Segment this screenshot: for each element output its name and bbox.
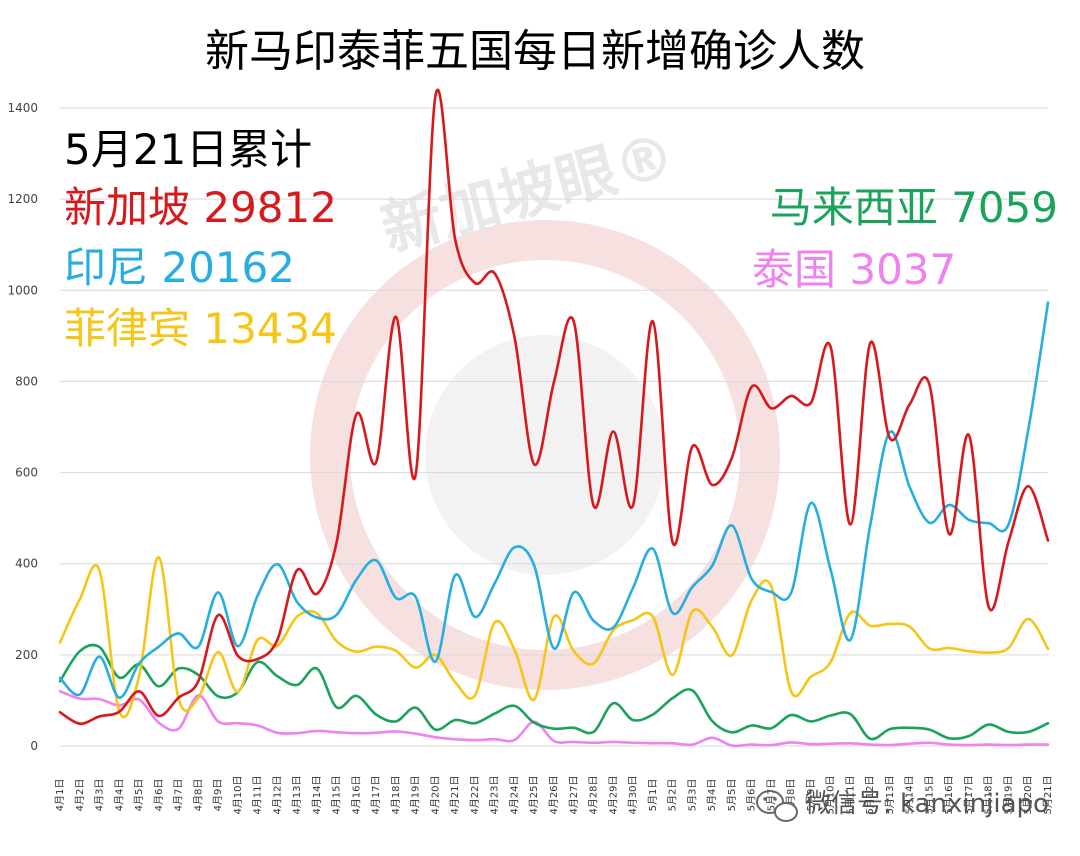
y-axis-ticks: 0 200 400 600 800 1000 1200 1400 [7,101,38,753]
x-tick-label: 5月7日 [765,779,777,812]
x-tick-label: 4月23日 [489,775,501,814]
x-tick-label: 4月10日 [232,775,244,814]
y-tick-label: 1200 [7,192,38,206]
x-tick-label: 4月7日 [173,779,185,812]
x-tick-label: 4月13日 [291,775,303,814]
x-tick-label: 4月30日 [627,775,639,814]
x-tick-label: 4月21日 [449,775,461,814]
x-tick-label: 4月19日 [410,775,422,814]
x-tick-label: 4月24日 [508,775,520,814]
total-philippines: 菲律宾 13434 [64,304,337,353]
total-singapore: 新加坡 29812 [64,183,337,232]
x-tick-label: 5月4日 [706,779,718,812]
y-tick-label: 800 [15,374,38,388]
x-tick-label: 4月28日 [588,775,600,814]
x-tick-label: 4月26日 [548,775,560,814]
totals-heading: 5月21日累计 [64,125,312,174]
series-line-philippines [58,555,1050,719]
x-tick-label: 5月6日 [746,779,758,812]
totals-annotation: 5月21日累计 新加坡 29812 印尼 20162 菲律宾 13434 马来西… [64,125,1058,353]
x-tick-label: 5月12日 [864,775,876,814]
x-tick-label: 5月5日 [726,779,738,812]
x-tick-label: 4月9日 [212,779,224,812]
x-tick-label: 5月3日 [686,779,698,812]
x-tick-label: 4月17日 [370,775,382,814]
x-tick-label: 5月2日 [667,779,679,812]
x-tick-label: 4月2日 [74,779,86,812]
x-tick-label: 4月27日 [568,775,580,814]
series-line-singapore [58,88,1050,726]
x-tick-label: 4月20日 [429,775,441,814]
chart-title: 新马印泰菲五国每日新增确诊人数 [205,26,865,77]
series-line-indonesia [58,301,1050,699]
x-tick-label: 4月12日 [271,775,283,814]
x-tick-label: 4月29日 [607,775,619,814]
series-lines [58,88,1050,748]
x-tick-label: 4月6日 [153,779,165,812]
wechat-icon [756,790,798,822]
x-tick-label: 5月15日 [923,775,935,814]
y-tick-label: 1000 [7,283,38,297]
series-line-malaysia [58,643,1050,741]
x-tick-label: 5月16日 [943,775,955,814]
x-tick-label: 5月1日 [647,779,659,812]
x-tick-label: 4月5日 [133,779,145,812]
total-thailand: 泰国 3037 [752,245,956,294]
x-tick-label: 5月13日 [884,775,896,814]
x-tick-label: 4月4日 [113,779,125,812]
x-tick-label: 4月25日 [528,775,540,814]
x-tick-label: 5月9日 [805,779,817,812]
x-tick-label: 4月22日 [469,775,481,814]
x-tick-label: 4月11日 [252,775,264,814]
x-tick-label: 4月15日 [331,775,343,814]
watermark-center [425,335,665,575]
x-tick-label: 5月20日 [1022,775,1034,814]
x-tick-label: 5月10日 [825,775,837,814]
series-line-thailand [58,690,1050,748]
x-tick-label: 4月16日 [350,775,362,814]
total-indonesia: 印尼 20162 [64,243,295,292]
total-malaysia: 马来西亚 7059 [770,183,1058,232]
x-tick-label: 4月18日 [390,775,402,814]
x-tick-label: 5月11日 [844,775,856,814]
y-tick-label: 200 [15,648,38,662]
x-tick-label: 5月17日 [963,775,975,814]
y-tick-label: 0 [30,739,38,753]
x-tick-label: 5月14日 [904,775,916,814]
y-tick-label: 600 [15,466,38,480]
x-tick-label: 4月1日 [54,779,66,812]
credit: 微信号: kanxinjiapo [756,789,1049,822]
x-tick-label: 4月8日 [192,779,204,812]
y-tick-label: 400 [15,557,38,571]
y-tick-label: 1400 [7,101,38,115]
watermark: 新加坡眼® [310,120,780,690]
x-tick-label: 4月3日 [94,779,106,812]
credit-text: 微信号: kanxinjiapo [805,789,1049,819]
x-tick-label: 5月18日 [983,775,995,814]
x-tick-label: 5月19日 [1002,775,1014,814]
x-tick-label: 5月21日 [1042,775,1054,814]
watermark-ring [310,220,780,690]
x-axis-ticks: 4月1日 4月2日 4月3日 4月4日 4月5日 4月6日 4月7日 4月8日 4月9日 4月10… [54,775,1054,814]
x-tick-label: 4月14日 [311,775,323,814]
